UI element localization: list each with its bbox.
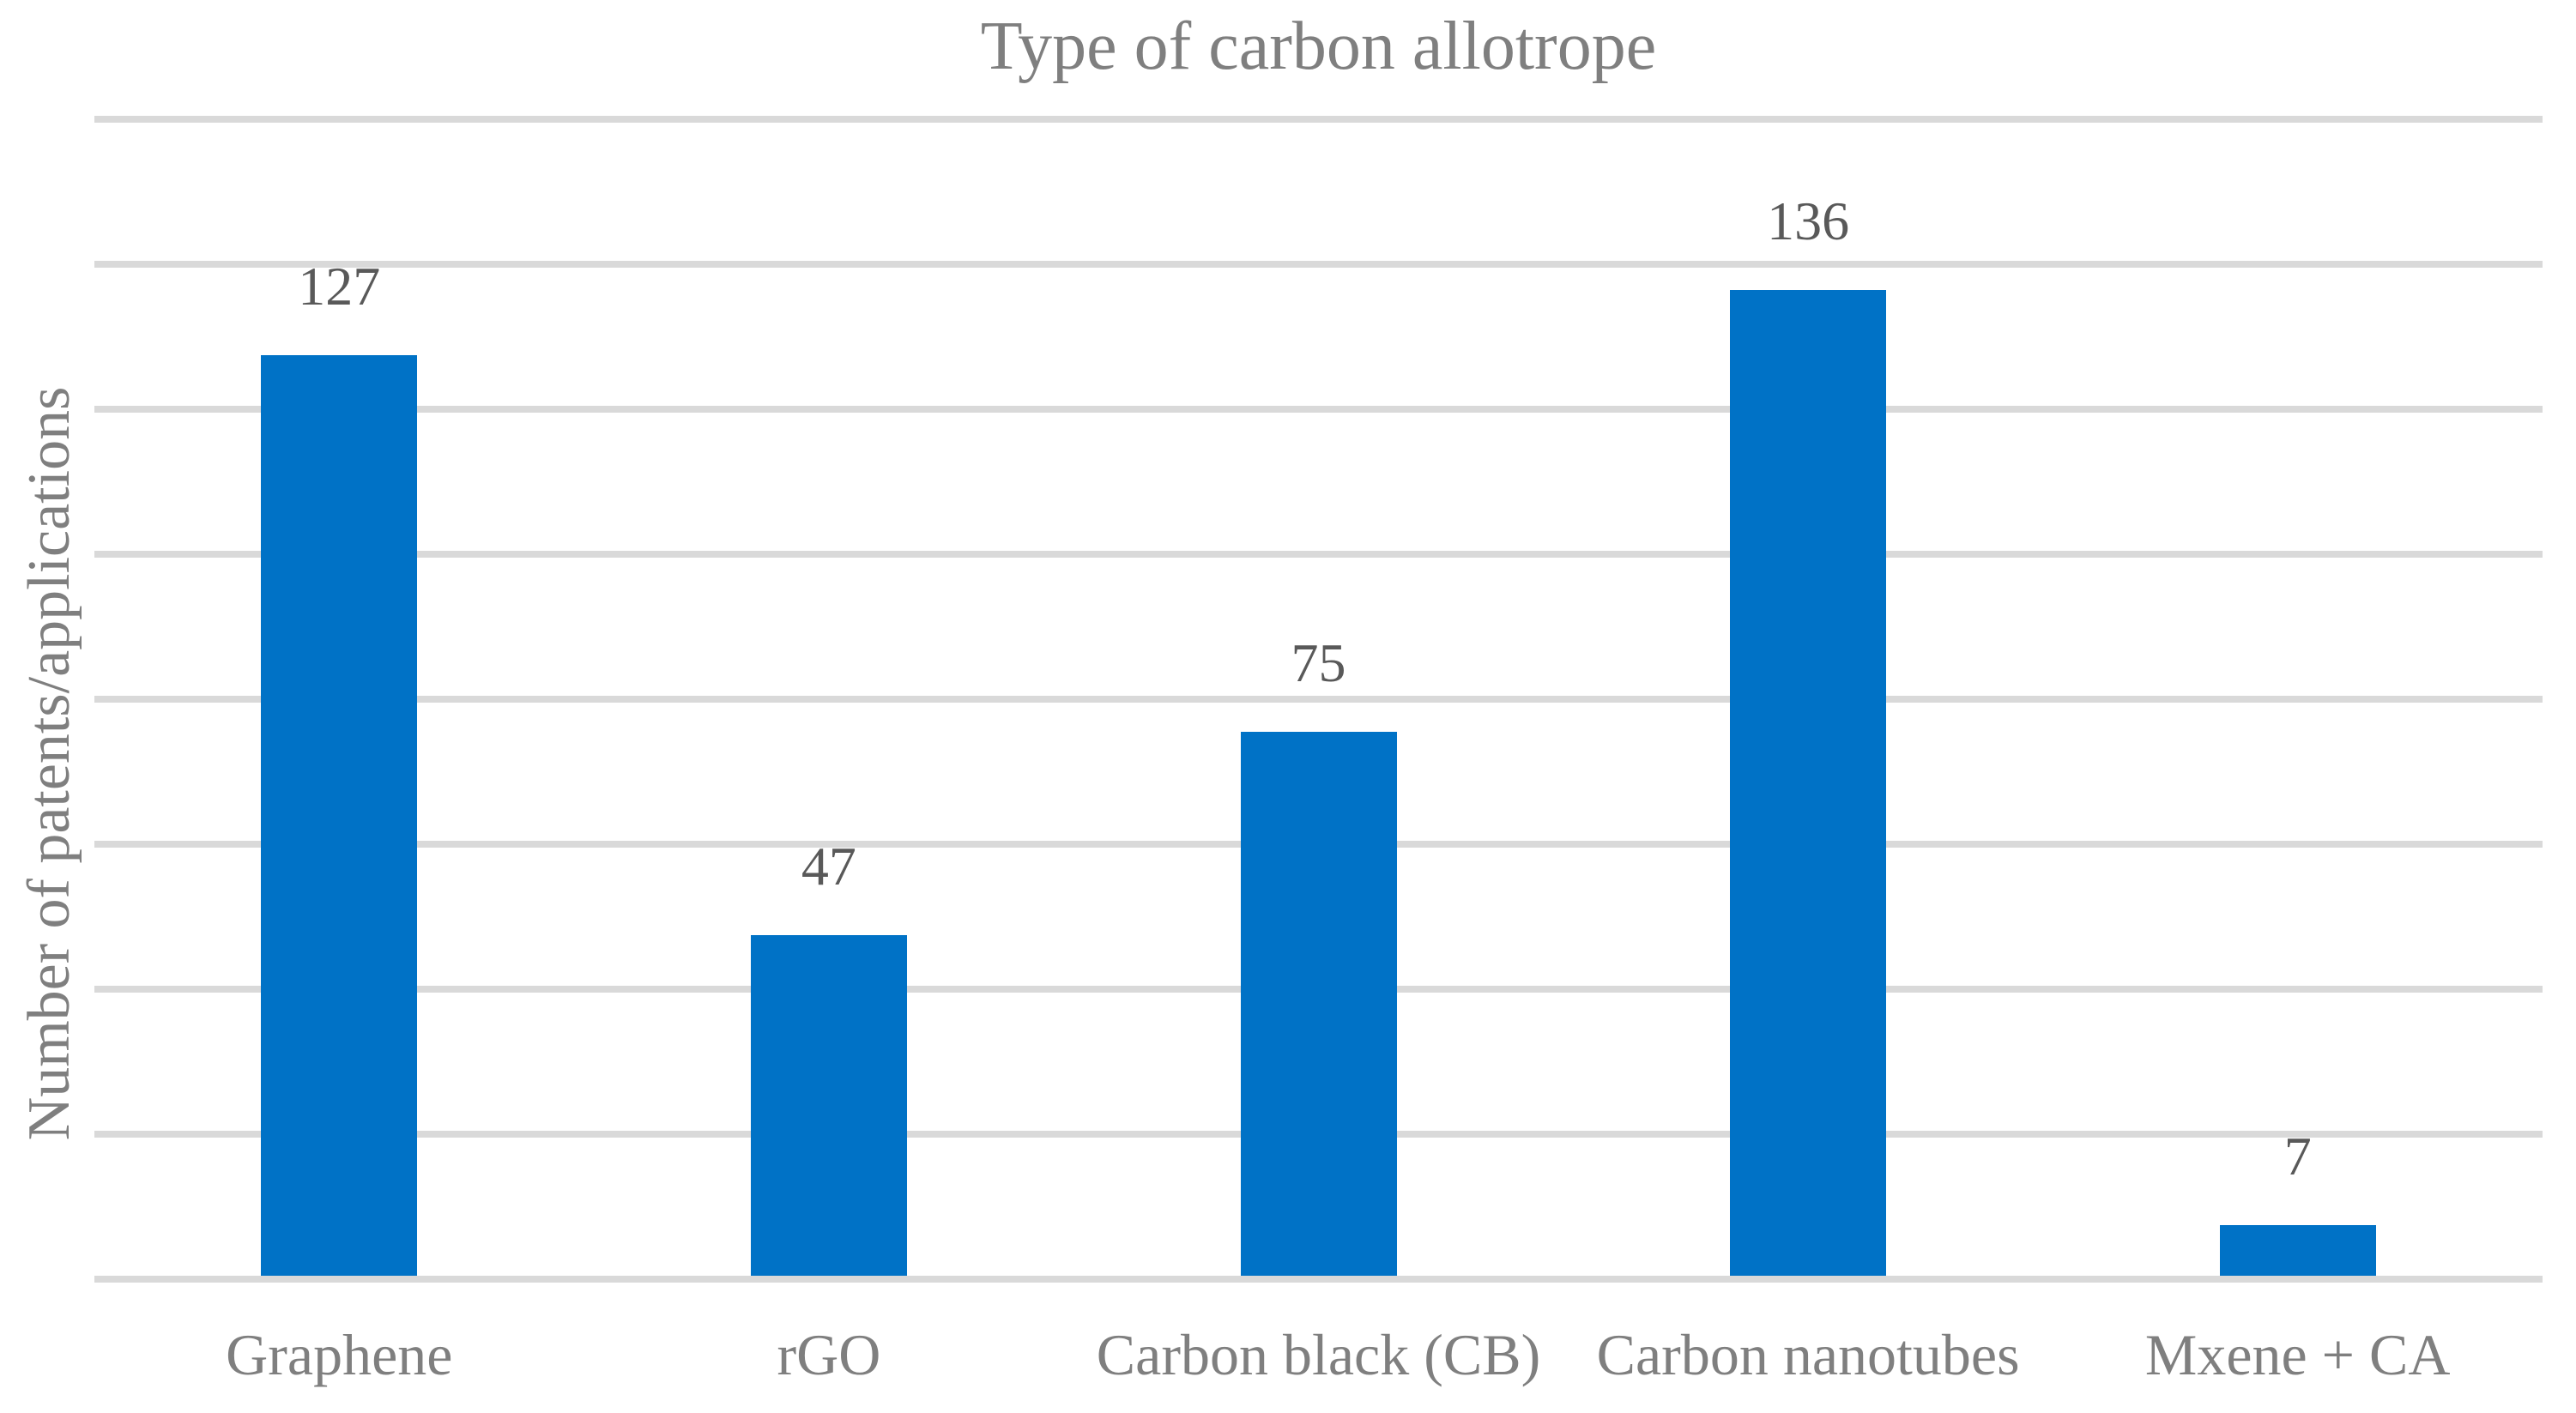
data-label: 7 [2283,1125,2312,1187]
gridline [94,116,2543,123]
bar-carbon-nanotubes [1730,289,1887,1276]
category-axis: Graphene rGO Carbon black (CB) Carbon nanot… [94,1325,2543,1411]
category-label-graphene: Graphene [226,1322,453,1387]
category-label-rgo: rGO [777,1322,881,1387]
category-label-carbon-black-cb: Carbon black (CB) [1096,1322,1541,1387]
data-label: 75 [1291,632,1346,694]
chart-title: Type of carbon allotrope [980,9,1657,84]
gridline [94,696,2543,703]
gridline [94,406,2543,413]
category-label-mxene-ca: Mxene + CA [2144,1322,2451,1387]
bar-carbon-black-cb [1240,732,1397,1276]
bar-rgo [750,934,907,1276]
y-axis-label: Number of patents/applications [16,386,82,1141]
gridline [94,261,2543,268]
gridline [94,551,2543,558]
bar-mxene-ca [2219,1224,2376,1276]
gridline [94,1276,2543,1283]
category-label-carbon-nanotubes: Carbon nanotubes [1596,1322,2020,1387]
data-label: 136 [1767,190,1850,251]
plot-area: 127 47 75 136 7 [94,116,2543,1283]
data-label: 47 [801,835,856,897]
data-label: 127 [298,255,381,317]
bar-graphene [261,354,418,1276]
